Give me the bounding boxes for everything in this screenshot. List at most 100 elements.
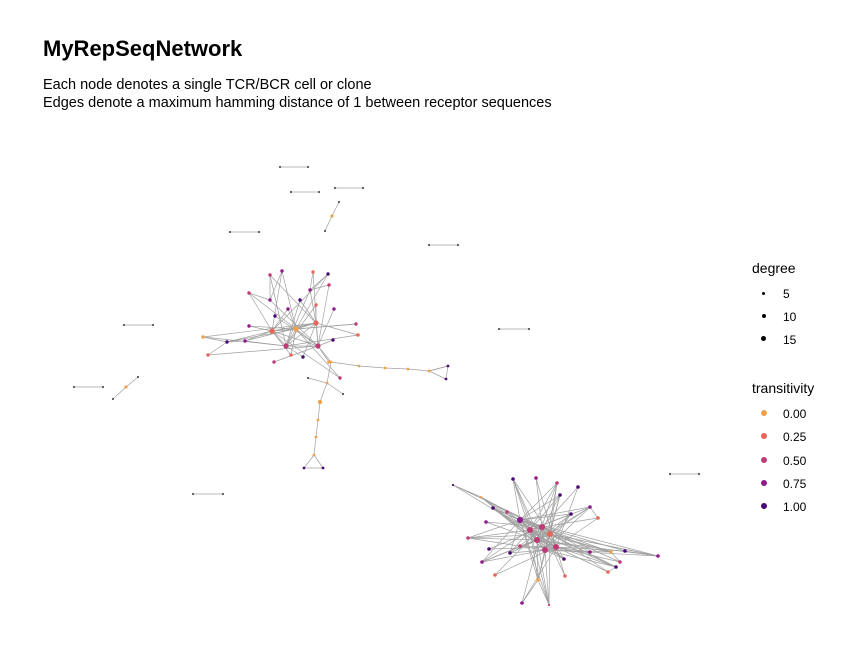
edge-224 <box>519 519 557 548</box>
edge-20 <box>271 330 292 356</box>
edge-60 <box>271 330 287 347</box>
node-59 <box>383 366 387 370</box>
node-63 <box>444 377 448 381</box>
edge-161 <box>555 517 599 548</box>
edge-112 <box>535 477 543 528</box>
edge-35 <box>317 308 335 347</box>
node-86 <box>493 573 497 577</box>
node-93 <box>656 554 660 558</box>
edge-175 <box>519 482 558 521</box>
edge-62 <box>295 322 317 330</box>
node-60 <box>406 367 410 371</box>
node-66 <box>316 418 320 422</box>
legend-degree-label-5: 5 <box>783 287 790 301</box>
edge-26 <box>295 323 357 330</box>
node-103 <box>558 493 562 497</box>
legend-transitivity-label-1: 0.25 <box>783 430 807 444</box>
node-48 <box>338 376 342 380</box>
edge-230 <box>521 579 539 604</box>
node-89 <box>562 557 566 561</box>
edge-78 <box>330 361 360 367</box>
node-layer <box>72 165 701 607</box>
node-64 <box>325 381 329 385</box>
legend-transitivity-label-3: 0.75 <box>783 477 807 491</box>
edge-46 <box>244 322 317 342</box>
edge-42 <box>309 289 317 324</box>
node-1 <box>306 165 310 169</box>
node-78 <box>596 516 600 520</box>
node-75 <box>555 481 559 485</box>
legend-degree-title: degree <box>752 260 796 276</box>
node-70 <box>321 466 325 470</box>
node-74 <box>534 476 538 480</box>
edge-21 <box>271 330 341 379</box>
edge-153 <box>536 539 659 557</box>
node-106 <box>547 531 553 537</box>
edge-119 <box>519 526 543 547</box>
node-28 <box>268 273 272 277</box>
edge-69 <box>309 271 314 291</box>
edge-63 <box>285 328 297 347</box>
node-31 <box>308 288 312 292</box>
legend-transitivity-key-0 <box>761 410 767 416</box>
node-95 <box>614 565 618 569</box>
edge-52 <box>285 334 359 347</box>
edge-221 <box>536 539 557 548</box>
edge-136 <box>549 533 612 553</box>
node-108 <box>553 544 559 550</box>
node-9 <box>456 243 460 247</box>
edge-15 <box>271 273 329 332</box>
edge-94 <box>326 382 344 395</box>
legend-transitivity-label-0: 0.00 <box>783 407 807 421</box>
node-10 <box>122 323 126 327</box>
subtitle-line-1: Each node denotes a single TCR/BCR cell … <box>43 77 372 93</box>
node-11 <box>151 323 155 327</box>
edge-231 <box>537 579 550 606</box>
edge-192 <box>544 506 591 551</box>
edge-57 <box>271 328 297 332</box>
node-30 <box>326 272 330 276</box>
edge-85 <box>445 365 449 380</box>
plot-subtitle: Each node denotes a single TCR/BCR cell … <box>43 76 552 112</box>
legend-transitivity-key-2 <box>761 457 767 463</box>
node-2 <box>289 190 293 194</box>
edge-181 <box>509 519 521 554</box>
edge-92 <box>313 454 324 469</box>
legend-transitivity-key-1 <box>761 433 767 439</box>
edge-159 <box>535 477 557 548</box>
node-13 <box>527 327 531 331</box>
edge-160 <box>555 486 579 548</box>
edge-47 <box>302 322 317 358</box>
edge-201 <box>544 549 617 568</box>
legend-transitivity-label-2: 0.50 <box>783 454 807 468</box>
edge-59 <box>271 322 317 332</box>
node-44 <box>272 360 276 364</box>
node-21 <box>330 214 334 218</box>
node-8 <box>427 243 431 247</box>
edge-146 <box>536 513 572 541</box>
node-96 <box>618 560 622 564</box>
edge-178 <box>492 507 521 521</box>
edge-74 <box>207 341 228 356</box>
node-57 <box>329 360 333 364</box>
edge-81 <box>407 368 430 372</box>
edge-177 <box>519 513 572 521</box>
legend-transitivity-key-3 <box>761 480 767 486</box>
node-92 <box>623 549 627 553</box>
edge-229 <box>624 550 659 557</box>
edge-49 <box>269 274 287 347</box>
legend-degree-label-15: 15 <box>783 333 797 347</box>
node-29 <box>311 270 315 274</box>
node-40 <box>201 335 205 339</box>
edge-173 <box>555 546 566 577</box>
edge-12 <box>125 376 139 388</box>
node-68 <box>312 453 316 457</box>
node-12 <box>497 327 501 331</box>
node-94 <box>606 570 610 574</box>
edge-66 <box>285 322 317 347</box>
node-37 <box>356 333 360 337</box>
edge-219 <box>519 519 551 535</box>
node-55 <box>313 320 319 326</box>
edge-43 <box>299 299 317 324</box>
node-36 <box>354 322 358 326</box>
